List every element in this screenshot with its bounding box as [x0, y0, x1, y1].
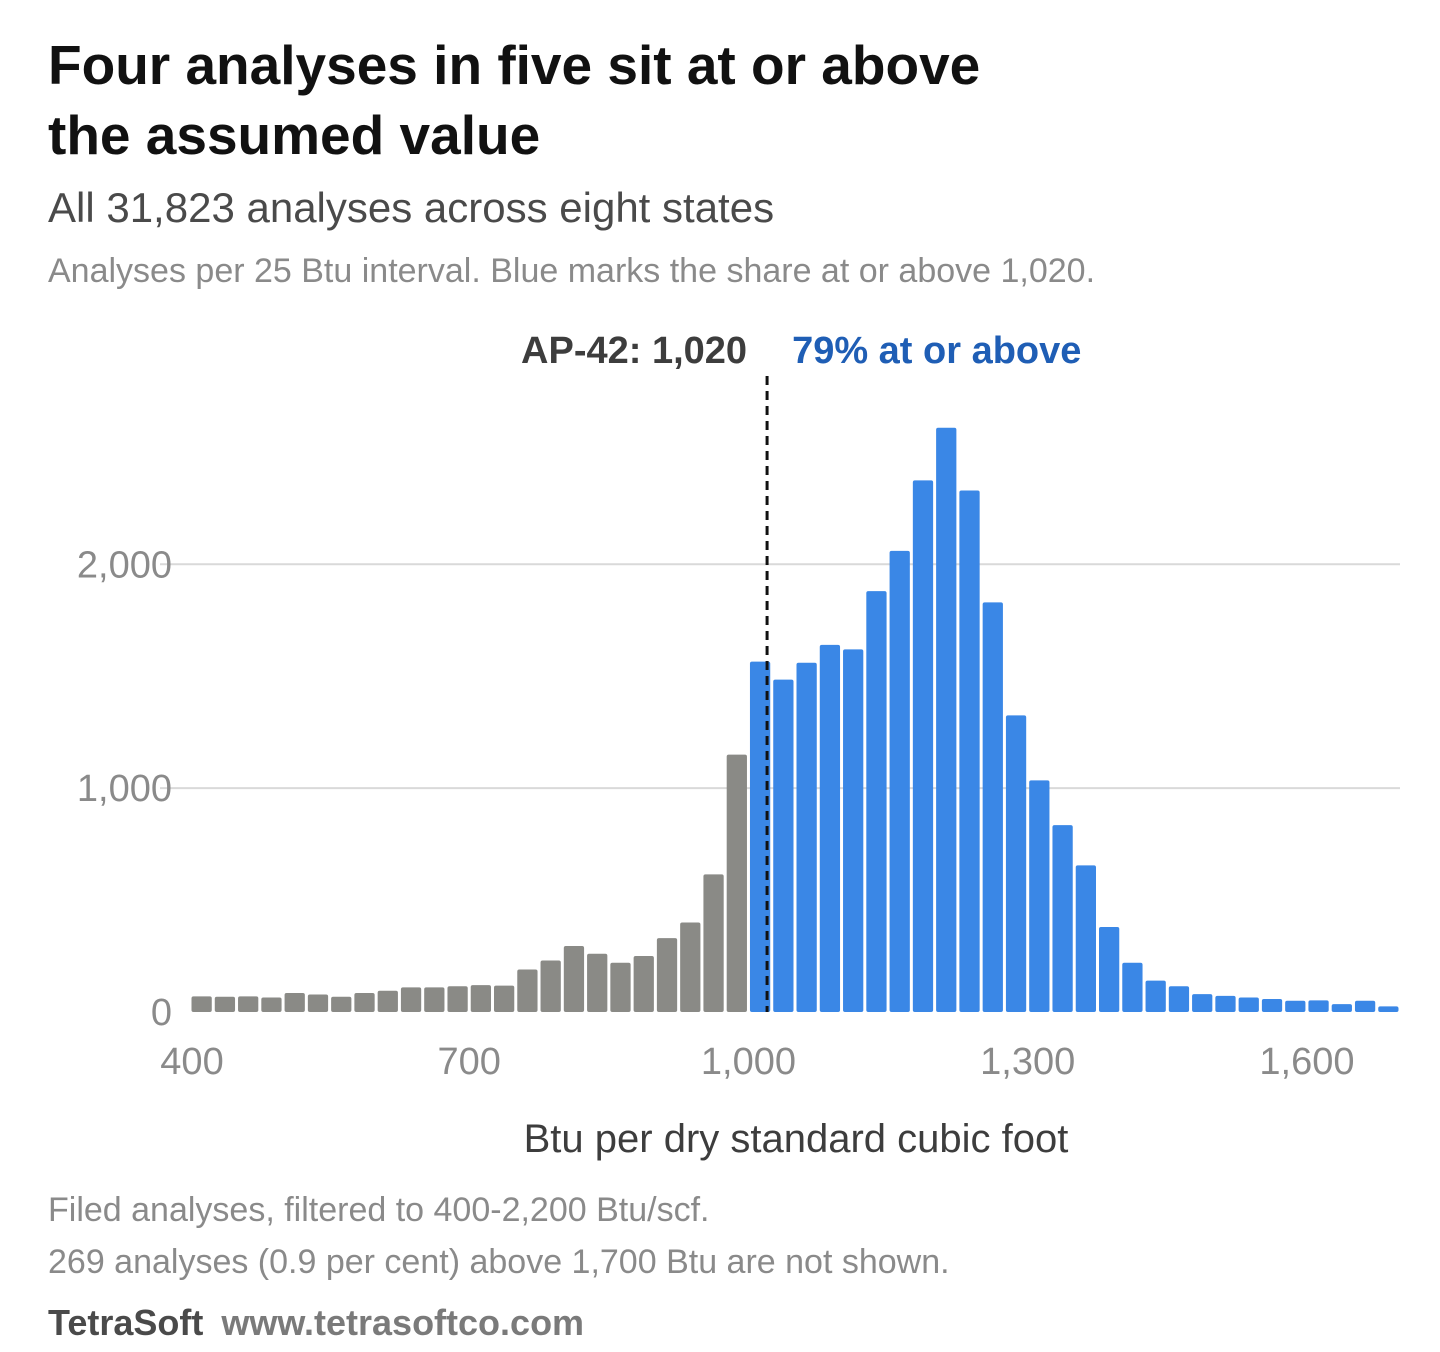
- histogram-bar-875: [633, 956, 654, 1012]
- threshold-marker: AP-42: 1,020 79% at or above: [521, 330, 1081, 1012]
- histogram-bar-475: [261, 997, 282, 1012]
- y-axis: 0 1,000 2,000: [77, 544, 172, 1034]
- histogram-bar-1275: [1005, 715, 1027, 1012]
- histogram-bar-750: [517, 969, 538, 1012]
- histogram-bar-950: [703, 874, 724, 1012]
- histogram-bar-600: [377, 990, 398, 1012]
- histogram-bar-1450: [1168, 986, 1190, 1012]
- histogram-bar-725: [494, 985, 515, 1012]
- brand-url[interactable]: www.tetrasoftco.com: [221, 1302, 585, 1343]
- histogram-bar-1250: [982, 602, 1003, 1012]
- histogram-bar-525: [307, 994, 329, 1012]
- histogram-bar-975: [726, 754, 747, 1012]
- histogram-bar-1200: [936, 427, 957, 1012]
- histogram-bar-1675: [1378, 1006, 1399, 1012]
- histogram-chart: AP-42: 1,020 79% at or above 01,0002,000 …: [77, 330, 1400, 1161]
- histogram-bar-1500: [1215, 995, 1236, 1012]
- histogram-bar-1425: [1145, 980, 1166, 1012]
- histogram-bar-1475: [1192, 994, 1213, 1012]
- footnote-excluded: 269 analyses (0.9 per cent) above 1,700 …: [48, 1243, 950, 1281]
- histogram-bar-500: [284, 992, 305, 1012]
- x-tick-label-1000: 1,000: [701, 1041, 796, 1083]
- histogram-bar-1375: [1099, 926, 1120, 1012]
- histogram-bar-400: [191, 996, 212, 1012]
- y-tick-label-1000: 1,000: [77, 768, 172, 810]
- histogram-bar-1100: [843, 649, 864, 1012]
- histogram-bar-625: [400, 987, 422, 1012]
- histogram-bar-425: [214, 996, 236, 1012]
- histogram-bar-925: [680, 922, 701, 1012]
- histogram-bar-800: [563, 945, 585, 1012]
- histogram-bar-1350: [1075, 865, 1096, 1012]
- histogram-bar-550: [331, 996, 352, 1012]
- histogram-bar-1300: [1029, 780, 1050, 1012]
- histogram-bar-1125: [866, 591, 887, 1012]
- histogram-bar-450: [238, 996, 259, 1012]
- chart-title-line-1: Four analyses in five sit at or above: [48, 34, 981, 96]
- chart-subtitle: All 31,823 analyses across eight states: [48, 184, 775, 231]
- histogram-bar-1325: [1052, 825, 1073, 1012]
- histogram-bar-700: [470, 985, 491, 1012]
- histogram-bar-900: [656, 938, 678, 1012]
- chart-title: Four analyses in five sit at or above th…: [48, 30, 1248, 170]
- histogram-bar-775: [540, 960, 561, 1012]
- histogram-bar-850: [610, 962, 631, 1012]
- histogram-bar-1225: [959, 490, 980, 1012]
- histogram-bar-1575: [1285, 1000, 1306, 1012]
- x-axis-title: Btu per dry standard cubic foot: [524, 1117, 1069, 1161]
- histogram-bar-1175: [912, 480, 934, 1013]
- y-tick-label-0: 0: [151, 992, 172, 1034]
- histogram-bar-650: [424, 987, 445, 1012]
- histogram-bar-675: [447, 986, 468, 1012]
- x-axis: 400 700 1,000 1,300 1,600 Btu per dry standar…: [160, 1041, 1354, 1161]
- x-tick-label-1300: 1,300: [980, 1041, 1075, 1083]
- histogram-bar-1600: [1308, 1000, 1329, 1012]
- histogram-bar-1075: [819, 644, 841, 1012]
- y-tick-label-2000: 2,000: [77, 544, 172, 586]
- threshold-label: AP-42: 1,020: [521, 330, 747, 372]
- histogram-bar-1550: [1261, 999, 1283, 1012]
- threshold-share-label: 79% at or above: [792, 330, 1081, 372]
- histogram-bar-1400: [1122, 962, 1143, 1012]
- chart-title-line-2: the assumed value: [48, 104, 541, 166]
- footnote-filter: Filed analyses, filtered to 400-2,200 Bt…: [48, 1191, 710, 1229]
- histogram-bar-1650: [1354, 1000, 1376, 1012]
- chart-description: Analyses per 25 Btu interval. Blue marks…: [48, 252, 1096, 290]
- histogram-bars: [191, 427, 1399, 1013]
- histogram-bar-1150: [889, 550, 910, 1012]
- x-tick-label-400: 400: [160, 1041, 223, 1083]
- brand-line: TetraSoft www.tetrasoftco.com: [48, 1302, 584, 1344]
- histogram-bar-1525: [1238, 997, 1259, 1012]
- histogram-bar-575: [354, 992, 375, 1012]
- x-tick-label-1600: 1,600: [1259, 1041, 1354, 1083]
- x-tick-label-700: 700: [438, 1041, 501, 1083]
- histogram-bar-825: [587, 953, 608, 1012]
- histogram-bar-1025: [773, 679, 794, 1012]
- histogram-bar-1050: [796, 662, 817, 1012]
- histogram-bar-1625: [1331, 1004, 1352, 1012]
- histogram-bar-1000: [749, 661, 771, 1012]
- brand-name: TetraSoft: [48, 1302, 204, 1343]
